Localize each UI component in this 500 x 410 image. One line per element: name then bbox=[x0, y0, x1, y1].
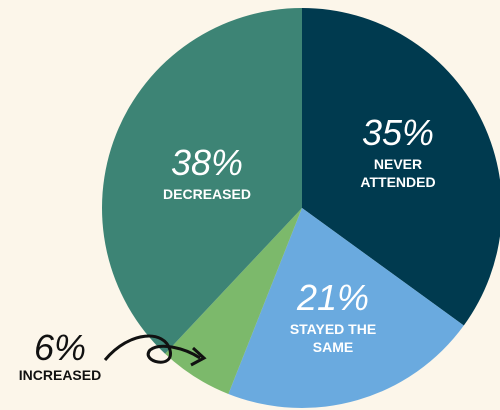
slice-label: 6% INCREASED bbox=[0, 330, 120, 384]
slice-label: 35% NEVER ATTENDED bbox=[343, 115, 453, 191]
value-label: 35% bbox=[361, 112, 435, 153]
pie-slice bbox=[302, 8, 500, 326]
pie-slice bbox=[102, 7, 302, 354]
category-label: NEVER ATTENDED bbox=[360, 156, 436, 191]
arrow bbox=[103, 334, 201, 364]
arrow-head bbox=[190, 346, 207, 367]
value-label: 38% bbox=[170, 142, 244, 183]
slice-label: 21% STAYED THE SAME bbox=[278, 280, 388, 356]
category-label: STAYED THE SAME bbox=[289, 321, 377, 356]
value-label: 21% bbox=[296, 277, 370, 318]
category-label: INCREASED bbox=[18, 367, 102, 383]
value-label: 6% bbox=[33, 327, 87, 368]
pie-slice bbox=[165, 208, 302, 394]
category-label: DECREASED bbox=[163, 186, 251, 202]
pie-slice bbox=[228, 208, 464, 408]
slice-label: 38% DECREASED bbox=[142, 145, 272, 203]
